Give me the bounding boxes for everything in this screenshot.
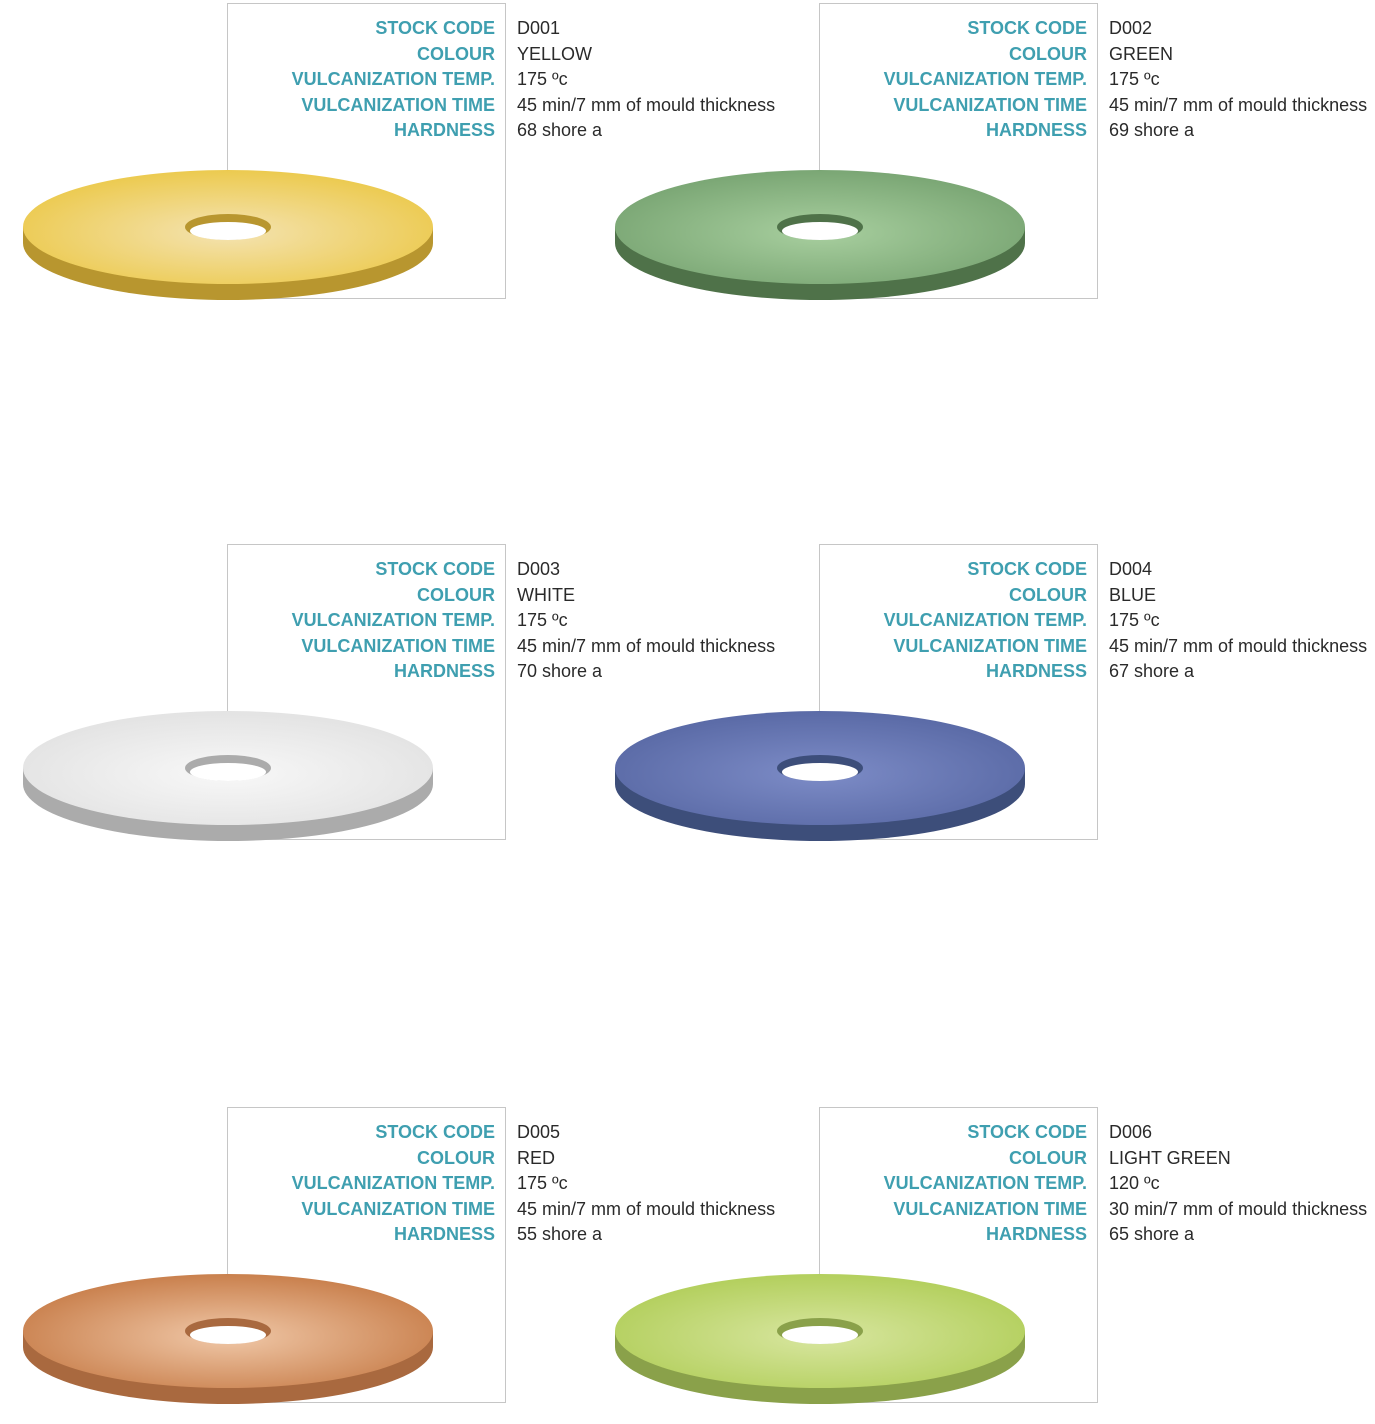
field-labels: STOCK CODE COLOUR VULCANIZATION TEMP. VU… bbox=[285, 16, 495, 144]
vulcanization-time-value: 45 min/7 mm of mould thickness bbox=[1109, 635, 1368, 656]
stock-code-label: STOCK CODE bbox=[967, 559, 1087, 579]
vulcanization-time-value: 45 min/7 mm of mould thickness bbox=[517, 94, 776, 115]
colour-label: COLOUR bbox=[417, 1147, 495, 1168]
vulcanization-temp-value: 120 ºc bbox=[1109, 1173, 1160, 1193]
product-card-d006: STOCK CODE COLOUR VULCANIZATION TEMP. VU… bbox=[592, 1104, 1367, 1424]
product-card-d003: STOCK CODE COLOUR VULCANIZATION TEMP. VU… bbox=[0, 541, 775, 861]
hardness-value: 65 shore a bbox=[1109, 1224, 1195, 1244]
disc-hole-inner bbox=[190, 1326, 266, 1344]
stock-code-label: STOCK CODE bbox=[967, 18, 1087, 38]
field-labels: STOCK CODE COLOUR VULCANIZATION TEMP. VU… bbox=[285, 557, 495, 685]
stock-code-value: D006 bbox=[1109, 1122, 1153, 1142]
vulcanization-temp-label: VULCANIZATION TEMP. bbox=[883, 69, 1087, 89]
vulcanization-temp-label: VULCANIZATION TEMP. bbox=[291, 610, 495, 630]
field-labels: STOCK CODE COLOUR VULCANIZATION TEMP. VU… bbox=[877, 1120, 1087, 1248]
field-values: D001 YELLOW 175 ºc 45 min/7 mm of mould … bbox=[517, 16, 775, 144]
stock-code-value: D005 bbox=[517, 1122, 561, 1142]
vulcanization-time-label: VULCANIZATION TIME bbox=[893, 1198, 1087, 1219]
vulcanization-temp-value: 175 ºc bbox=[517, 69, 568, 89]
disc-hole-inner bbox=[782, 763, 858, 781]
rubber-disc-swatch bbox=[615, 170, 1025, 300]
product-card-d005: STOCK CODE COLOUR VULCANIZATION TEMP. VU… bbox=[0, 1104, 775, 1424]
stock-code-value: D002 bbox=[1109, 18, 1153, 38]
vulcanization-time-value: 45 min/7 mm of mould thickness bbox=[1109, 94, 1368, 115]
rubber-disc-swatch bbox=[615, 711, 1025, 841]
vulcanization-temp-label: VULCANIZATION TEMP. bbox=[291, 1173, 495, 1193]
stock-code-label: STOCK CODE bbox=[375, 559, 495, 579]
hardness-value: 69 shore a bbox=[1109, 120, 1195, 140]
field-values: D005 RED 175 ºc 45 min/7 mm of mould thi… bbox=[517, 1120, 775, 1248]
vulcanization-temp-label: VULCANIZATION TEMP. bbox=[883, 610, 1087, 630]
vulcanization-time-value: 45 min/7 mm of mould thickness bbox=[517, 1198, 776, 1219]
vulcanization-time-value: 45 min/7 mm of mould thickness bbox=[517, 635, 776, 656]
hardness-label: HARDNESS bbox=[985, 1224, 1087, 1244]
vulcanization-time-label: VULCANIZATION TIME bbox=[301, 635, 495, 656]
rubber-disc-swatch bbox=[23, 711, 433, 841]
hardness-value: 55 shore a bbox=[517, 1224, 603, 1244]
hardness-value: 68 shore a bbox=[517, 120, 603, 140]
vulcanization-temp-value: 175 ºc bbox=[1109, 69, 1160, 89]
field-labels: STOCK CODE COLOUR VULCANIZATION TEMP. VU… bbox=[285, 1120, 495, 1248]
disc-hole-inner bbox=[782, 222, 858, 240]
colour-value: RED bbox=[517, 1147, 556, 1168]
product-card-d002: STOCK CODE COLOUR VULCANIZATION TEMP. VU… bbox=[592, 0, 1367, 320]
stock-code-value: D003 bbox=[517, 559, 561, 579]
disc-hole-inner bbox=[190, 763, 266, 781]
colour-label: COLOUR bbox=[1009, 1147, 1087, 1168]
hardness-label: HARDNESS bbox=[985, 661, 1087, 681]
vulcanization-time-value: 30 min/7 mm of mould thickness bbox=[1109, 1198, 1368, 1219]
hardness-label: HARDNESS bbox=[393, 1224, 495, 1244]
vulcanization-temp-label: VULCANIZATION TEMP. bbox=[291, 69, 495, 89]
product-card-d004: STOCK CODE COLOUR VULCANIZATION TEMP. VU… bbox=[592, 541, 1367, 861]
colour-value: GREEN bbox=[1109, 43, 1174, 64]
vulcanization-temp-value: 175 ºc bbox=[1109, 610, 1160, 630]
rubber-disc-swatch bbox=[615, 1274, 1025, 1404]
stock-code-label: STOCK CODE bbox=[967, 1122, 1087, 1142]
field-labels: STOCK CODE COLOUR VULCANIZATION TEMP. VU… bbox=[877, 16, 1087, 144]
colour-label: COLOUR bbox=[1009, 584, 1087, 605]
hardness-value: 67 shore a bbox=[1109, 661, 1195, 681]
field-values: D003 WHITE 175 ºc 45 min/7 mm of mould t… bbox=[517, 557, 775, 685]
vulcanization-temp-label: VULCANIZATION TEMP. bbox=[883, 1173, 1087, 1193]
colour-value: WHITE bbox=[517, 584, 575, 605]
stock-code-label: STOCK CODE bbox=[375, 18, 495, 38]
colour-value: LIGHT GREEN bbox=[1109, 1147, 1231, 1168]
vulcanization-time-label: VULCANIZATION TIME bbox=[301, 94, 495, 115]
rubber-disc-swatch bbox=[23, 170, 433, 300]
stock-code-value: D004 bbox=[1109, 559, 1153, 579]
colour-value: YELLOW bbox=[517, 43, 593, 64]
colour-value: BLUE bbox=[1109, 584, 1157, 605]
colour-label: COLOUR bbox=[417, 584, 495, 605]
hardness-label: HARDNESS bbox=[393, 120, 495, 140]
field-values: D004 BLUE 175 ºc 45 min/7 mm of mould th… bbox=[1109, 557, 1367, 685]
field-values: D002 GREEN 175 ºc 45 min/7 mm of mould t… bbox=[1109, 16, 1367, 144]
hardness-label: HARDNESS bbox=[985, 120, 1087, 140]
colour-label: COLOUR bbox=[417, 43, 495, 64]
stock-code-value: D001 bbox=[517, 18, 561, 38]
hardness-label: HARDNESS bbox=[393, 661, 495, 681]
field-labels: STOCK CODE COLOUR VULCANIZATION TEMP. VU… bbox=[877, 557, 1087, 685]
vulcanization-time-label: VULCANIZATION TIME bbox=[893, 94, 1087, 115]
disc-hole-inner bbox=[782, 1326, 858, 1344]
product-card-d001: STOCK CODE COLOUR VULCANIZATION TEMP. VU… bbox=[0, 0, 775, 320]
vulcanization-temp-value: 175 ºc bbox=[517, 1173, 568, 1193]
stock-code-label: STOCK CODE bbox=[375, 1122, 495, 1142]
disc-hole-inner bbox=[190, 222, 266, 240]
field-values: D006 LIGHT GREEN 120 ºc 30 min/7 mm of m… bbox=[1109, 1120, 1367, 1248]
vulcanization-temp-value: 175 ºc bbox=[517, 610, 568, 630]
hardness-value: 70 shore a bbox=[517, 661, 603, 681]
vulcanization-time-label: VULCANIZATION TIME bbox=[301, 1198, 495, 1219]
vulcanization-time-label: VULCANIZATION TIME bbox=[893, 635, 1087, 656]
colour-label: COLOUR bbox=[1009, 43, 1087, 64]
rubber-disc-swatch bbox=[23, 1274, 433, 1404]
